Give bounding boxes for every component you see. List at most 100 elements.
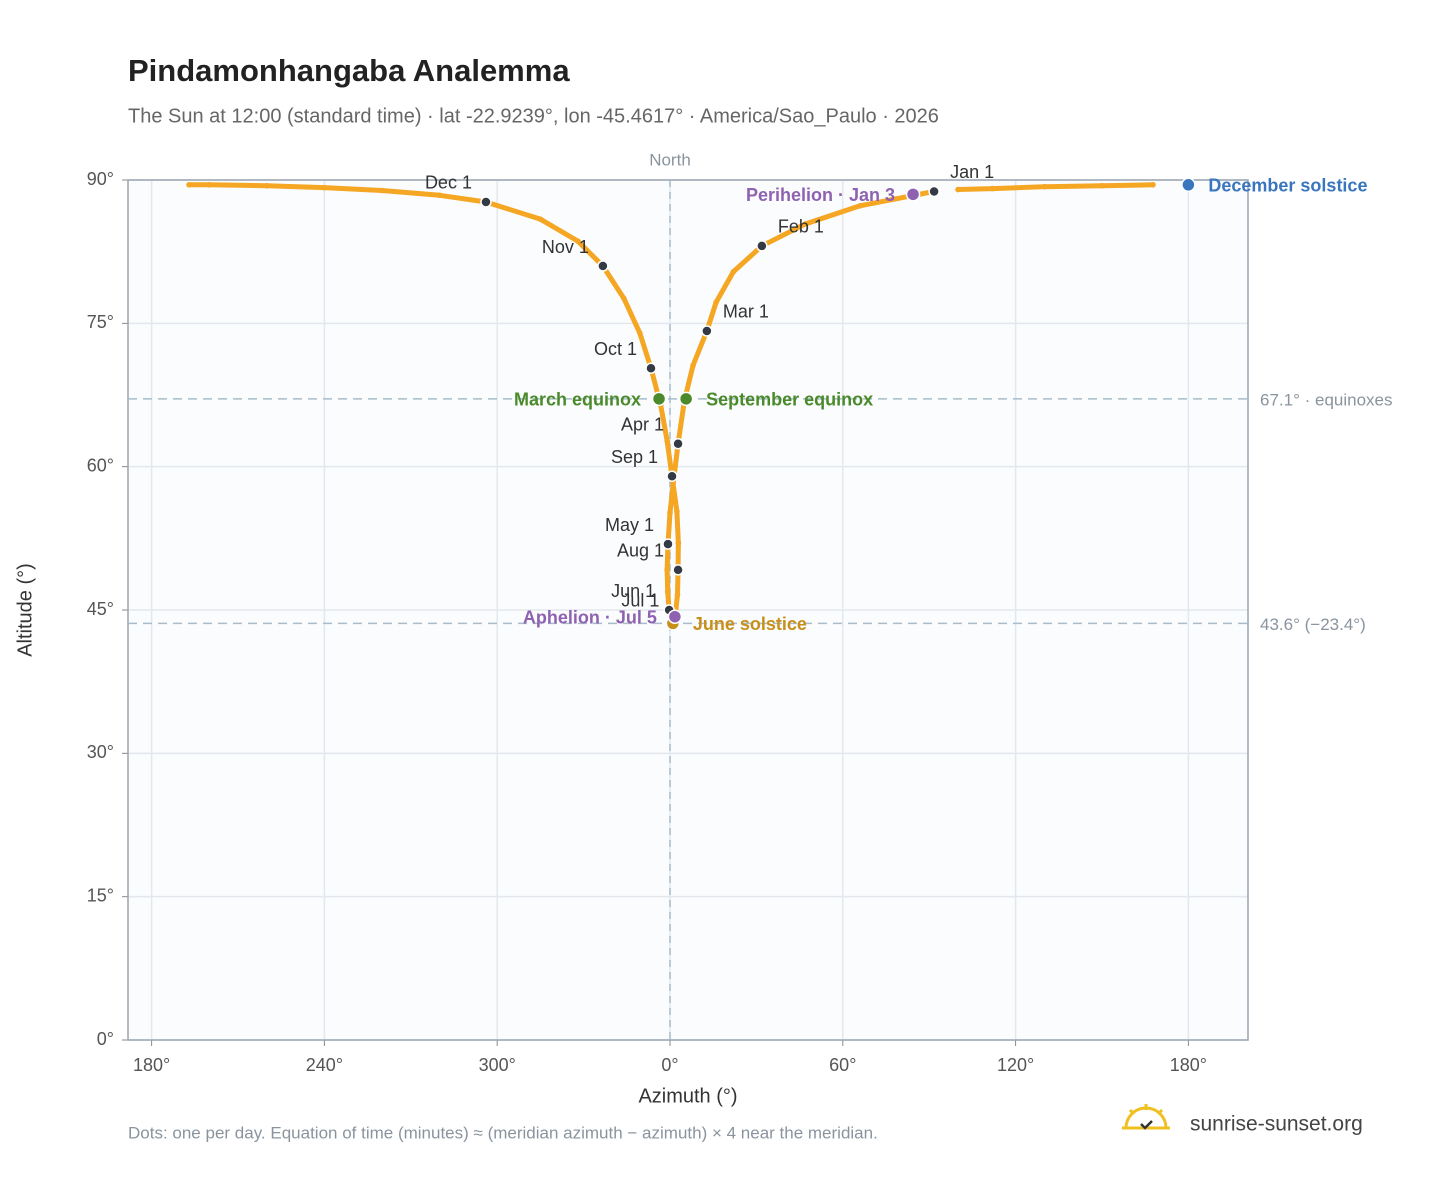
month-marker [597,260,609,272]
day-dot [379,187,385,194]
y-tick-label: 45° [87,599,114,619]
day-dot [713,299,719,306]
analemma-segment [321,185,385,194]
analemma-segment [675,398,687,447]
analemma-segment [264,183,327,191]
reference-label: 67.1° · equinoxes [1260,390,1393,409]
month-label: Jan 1 [950,162,994,182]
analemma-segment [730,243,765,275]
day-dot [621,295,627,302]
event-label: December solstice [1208,176,1367,196]
x-tick-label: 60° [829,1055,856,1075]
analemma-segment [575,238,606,269]
month-label: Dec 1 [425,173,472,193]
day-dot [664,438,670,444]
x-tick-label: 180° [133,1055,170,1075]
day-dot [674,508,680,515]
month-marker [645,362,657,374]
event-label: Perihelion · Jan 3 [746,185,895,205]
analemma-segment [621,295,643,336]
month-marker [701,325,713,337]
analemma-segment [483,199,543,222]
x-tick-label: 240° [306,1055,343,1075]
y-tick-label: 15° [87,885,114,905]
analemma-segment [690,328,710,368]
analemma-segment [759,221,808,249]
meridian-label: North [649,150,691,169]
analemma-segment [857,188,937,209]
day-dot [264,182,270,189]
analemma-segment [600,263,627,301]
day-dot [857,203,863,209]
day-dot [730,268,737,275]
analemma-segment [379,188,443,198]
month-label: Jun 1 [611,581,655,601]
event-marker [667,609,683,624]
x-tick-label: 0° [661,1055,678,1075]
event-marker [678,391,694,407]
day-dot [664,567,670,573]
event-marker [1181,177,1196,193]
day-dot [186,181,192,188]
day-dot [636,330,643,336]
event-marker [905,187,921,202]
x-axis-label: Azimuth (°) [638,1085,737,1107]
analemma-segment [669,473,680,515]
month-marker [928,185,940,198]
analemma-segment [437,192,489,205]
month-label: Sep 1 [611,447,658,467]
event-label: September equinox [706,390,873,410]
event-label: Aphelion · Jul 5 [523,607,657,627]
month-marker [480,196,492,208]
month-label: Oct 1 [594,339,637,359]
analemma-segment [802,203,863,227]
day-dot [667,509,673,516]
plot-frame [127,179,1249,1041]
day-dot [664,589,671,595]
x-tick-label: 180° [1170,1055,1207,1075]
y-tick-label: 30° [87,742,114,762]
brand: sunrise-sunset.org [1190,1113,1363,1136]
month-marker [756,240,768,252]
analemma-segment [637,330,654,371]
analemma-segment [664,438,675,479]
day-dot [1041,183,1048,190]
day-dot [1099,182,1105,189]
day-dot [674,591,681,598]
month-marker [672,564,684,576]
analemma-segment [658,403,670,444]
month-label: Apr 1 [621,414,664,434]
analemma-segment [955,186,996,193]
y-tick-label: 90° [87,169,114,189]
month-label: Nov 1 [542,237,589,257]
reference-label: 43.6° (−23.4°) [1260,615,1366,634]
month-label: Jul 1 [621,590,659,610]
brand-logo [1122,1104,1170,1130]
chart-subtitle: The Sun at 12:00 (standard time) · lat -… [128,105,939,127]
month-marker [666,470,678,482]
analemma-segment [990,184,1047,192]
analemma-segment [664,567,671,595]
event-marker [651,391,667,407]
analemma-segment [1041,183,1105,190]
y-tick-label: 0° [97,1029,114,1049]
day-dot [989,185,996,192]
analemma-segment [674,509,681,546]
month-label: May 1 [605,515,654,535]
month-label: Mar 1 [723,302,769,322]
day-dot [436,192,443,199]
y-axis-label: Altitude (°) [14,563,36,657]
day-dot [1150,181,1156,188]
month-marker [662,538,674,550]
day-dot [690,362,696,369]
day-dot [802,221,809,227]
chart-title: Pindamonhangaba Analemma [128,53,570,88]
month-marker [672,437,684,450]
event-label: June solstice [693,614,807,634]
event-label: March equinox [514,390,641,410]
y-tick-label: 75° [87,312,114,332]
analemma-segment [206,182,270,189]
day-dot [575,238,581,244]
day-dot [537,216,544,222]
